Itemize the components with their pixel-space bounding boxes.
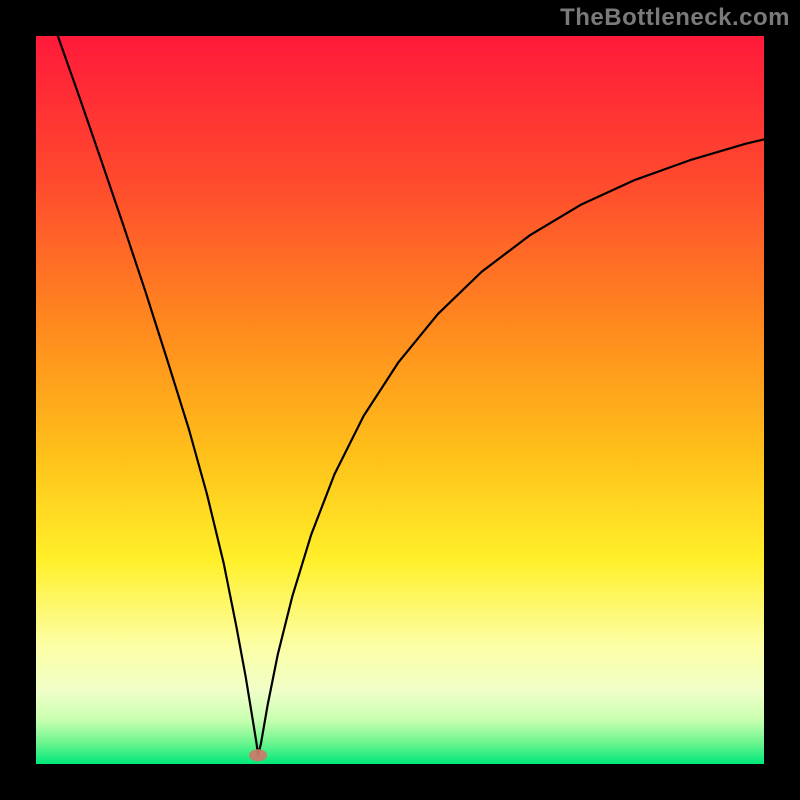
bottleneck-chart: [0, 0, 800, 800]
optimum-marker: [249, 749, 267, 761]
plot-background-gradient: [36, 36, 764, 764]
watermark-text: TheBottleneck.com: [560, 4, 790, 32]
chart-container: TheBottleneck.com: [0, 0, 800, 800]
